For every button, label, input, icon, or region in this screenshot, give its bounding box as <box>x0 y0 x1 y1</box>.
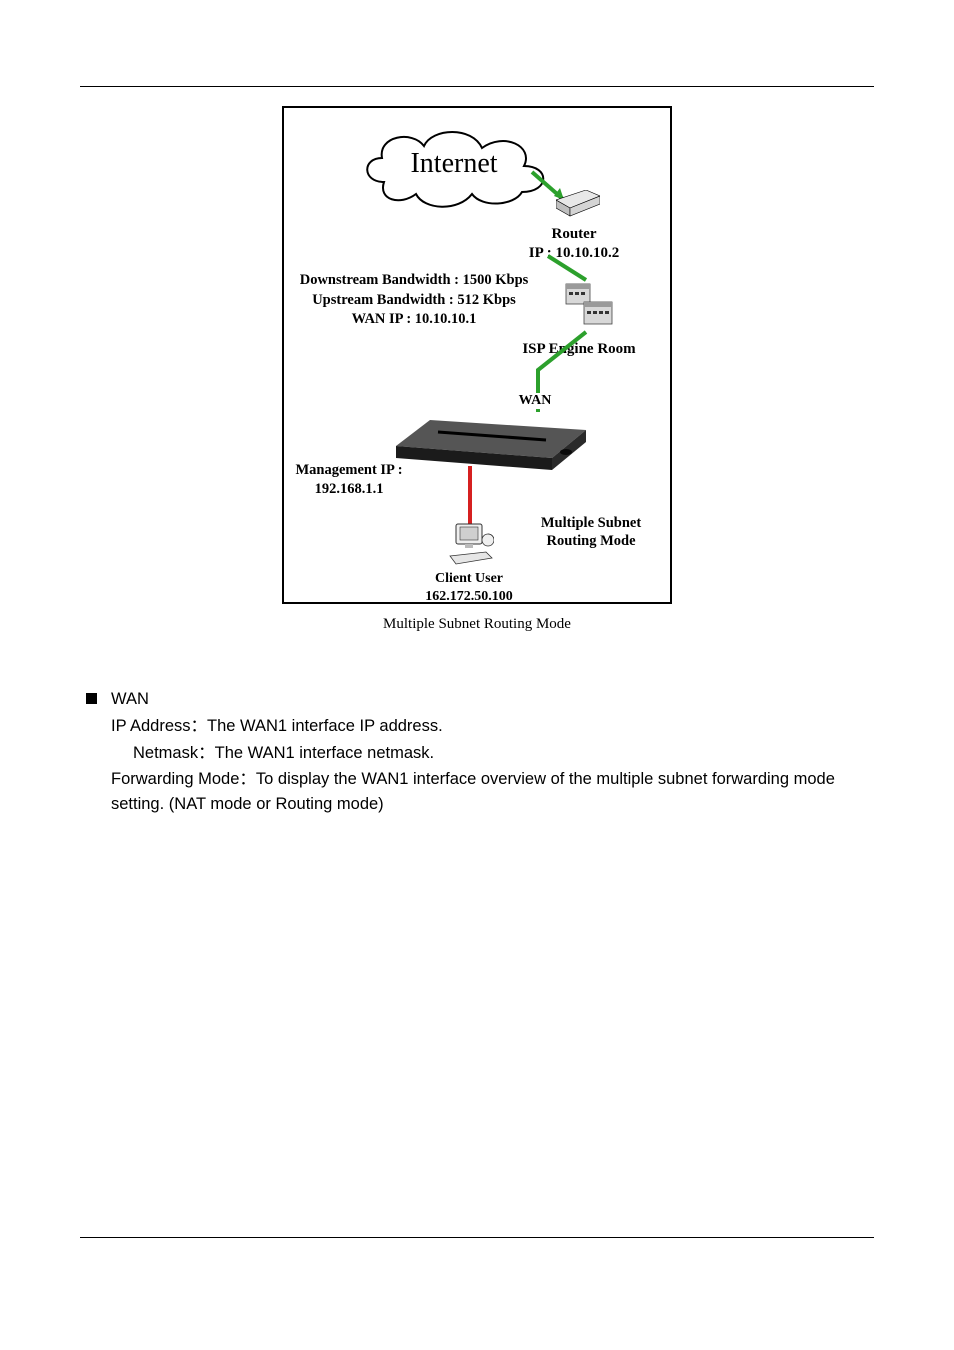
client-ip: 162.172.50.100 <box>394 588 544 606</box>
footer-rule <box>80 1237 874 1238</box>
management-ip-label: Management IP : 192.168.1.1 <box>284 461 414 499</box>
subnet-line2: Routing Mode <box>516 532 666 550</box>
firewall-device-icon <box>396 410 586 472</box>
client-title: Client User <box>394 570 544 588</box>
wan-sub-list: IP Address：The WAN1 interface IP address… <box>111 714 874 817</box>
subnet-line1: Multiple Subnet <box>516 514 666 532</box>
wan-bullet-section: WAN IP Address：The WAN1 interface IP add… <box>86 687 874 817</box>
netmask-line: Netmask：The WAN1 interface netmask. <box>133 741 874 766</box>
mgmt-ip: 192.168.1.1 <box>284 480 414 499</box>
wan-info-block: Downstream Bandwidth : 1500 Kbps Upstrea… <box>284 271 544 330</box>
internet-label: Internet <box>354 148 554 180</box>
ip-address-line: IP Address：The WAN1 interface IP address… <box>111 714 874 739</box>
header-rule <box>80 86 874 87</box>
network-diagram: Internet Router IP : 10.10.10.2 <box>282 106 672 604</box>
wan-heading-row: WAN <box>86 687 874 712</box>
netmask-hint: The WAN1 interface netmask. <box>215 744 434 762</box>
figure-container: Internet Router IP : 10.10.10.2 <box>80 106 874 604</box>
colon-icon: ： <box>239 769 256 788</box>
figure-caption: Multiple Subnet Routing Mode <box>80 616 874 633</box>
client-label: Client User 162.172.50.100 <box>394 570 544 605</box>
router-icon <box>556 190 600 218</box>
internet-cloud: Internet <box>354 122 554 210</box>
colon-icon: ： <box>198 743 215 762</box>
square-bullet-icon <box>86 693 97 704</box>
ip-address-hint: The WAN1 interface IP address. <box>207 717 443 735</box>
wan-ip-label: WAN IP : 10.10.10.1 <box>284 310 544 330</box>
page: Internet Router IP : 10.10.10.2 <box>0 0 954 1350</box>
forwarding-label: Forwarding Mode <box>111 770 239 788</box>
colon-icon: ： <box>191 716 208 735</box>
netmask-label: Netmask <box>133 744 198 762</box>
forwarding-line: Forwarding Mode：To display the WAN1 inte… <box>111 767 874 817</box>
downstream-label: Downstream Bandwidth : 1500 Kbps <box>284 271 544 291</box>
router-title: Router <box>504 225 644 244</box>
subnet-mode-label: Multiple Subnet Routing Mode <box>516 514 666 550</box>
mgmt-title: Management IP : <box>284 461 414 480</box>
client-pc-icon <box>448 522 494 566</box>
wan-heading: WAN <box>111 687 149 712</box>
ip-address-label: IP Address <box>111 717 191 735</box>
link-device-client <box>466 466 474 524</box>
upstream-label: Upstream Bandwidth : 512 Kbps <box>284 291 544 311</box>
isp-servers-icon <box>562 278 618 330</box>
wan-label: WAN <box>506 393 564 409</box>
